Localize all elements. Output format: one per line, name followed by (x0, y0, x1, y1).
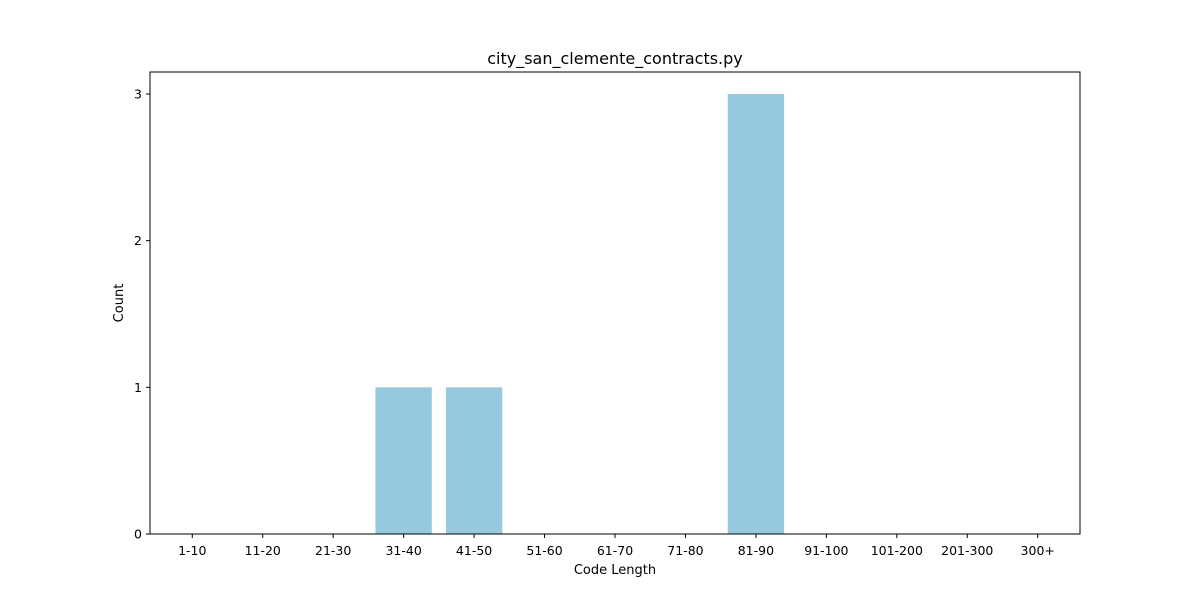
x-tick-label: 101-200 (871, 543, 923, 558)
x-axis-label: Code Length (574, 563, 656, 578)
x-tick-label: 31-40 (385, 543, 421, 558)
x-tick-label: 61-70 (597, 543, 633, 558)
y-tick-label: 0 (134, 527, 142, 542)
y-axis-label: Count (112, 284, 127, 323)
y-tick-label: 2 (134, 233, 142, 248)
x-tick-label: 81-90 (738, 543, 774, 558)
x-axis-ticks: 1-10 11-20 21-30 31-40 41-50 51-60 61-70 71-80 8… (178, 534, 1055, 558)
x-tick-label: 300+ (1021, 543, 1055, 558)
x-tick-label: 41-50 (456, 543, 492, 558)
y-axis-ticks: 0 1 2 3 (134, 87, 150, 542)
bar-81-90 (727, 94, 785, 534)
bars-group (375, 94, 785, 534)
chart-title: city_san_clemente_contracts.py (487, 49, 743, 69)
x-tick-label: 51-60 (526, 543, 562, 558)
x-tick-label: 71-80 (667, 543, 703, 558)
bar-31-40 (375, 387, 432, 534)
x-tick-label: 91-100 (804, 543, 848, 558)
bar-41-50 (445, 387, 503, 534)
y-tick-label: 1 (134, 380, 142, 395)
x-tick-label: 1-10 (178, 543, 206, 558)
x-tick-label: 201-300 (941, 543, 993, 558)
x-tick-label: 21-30 (315, 543, 351, 558)
x-tick-label: 11-20 (245, 543, 281, 558)
y-tick-label: 3 (134, 87, 142, 102)
plot-area-frame (149, 71, 1081, 535)
